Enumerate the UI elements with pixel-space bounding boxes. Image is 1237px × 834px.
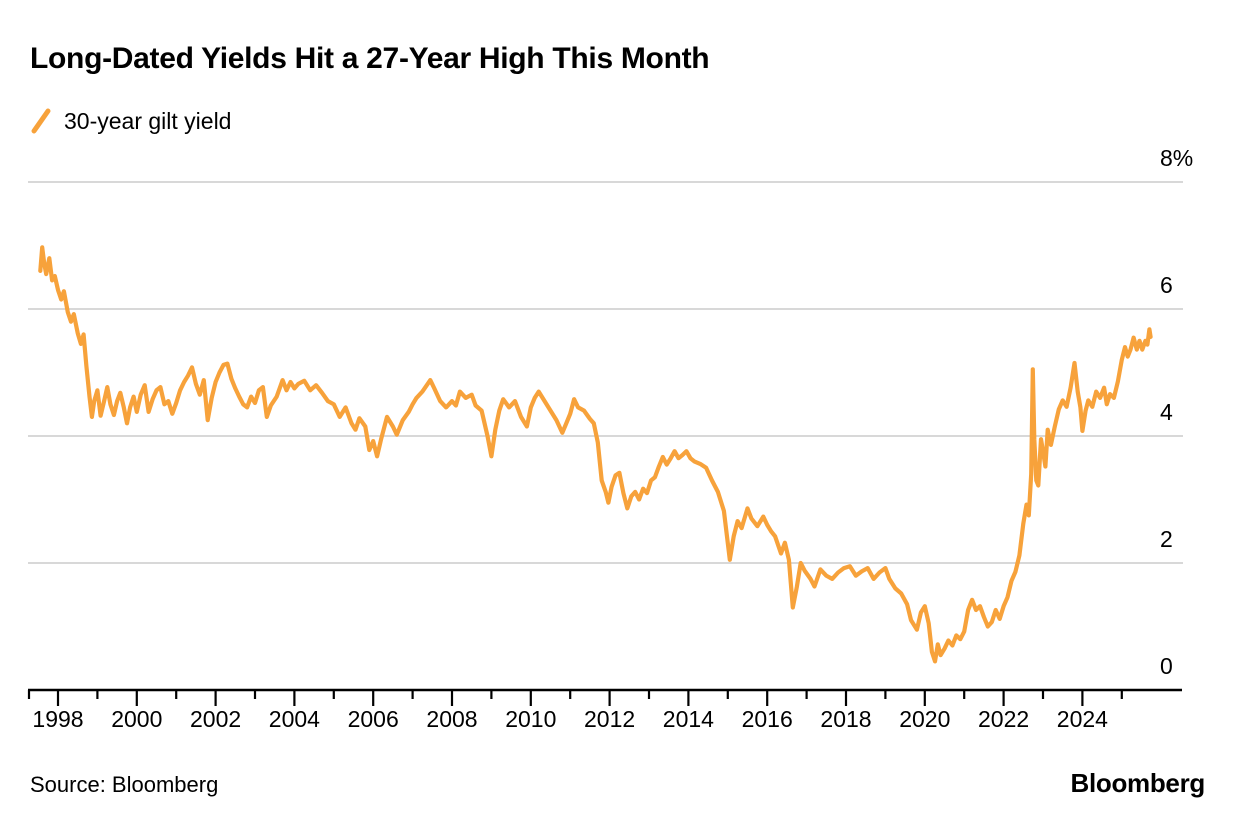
- y-axis-label: 2: [1160, 526, 1173, 552]
- y-axis-label: 4: [1160, 399, 1173, 425]
- chart-title: Long-Dated Yields Hit a 27-Year High Thi…: [30, 42, 710, 75]
- legend: 30-year gilt yield: [30, 106, 231, 136]
- x-axis-label: 2002: [190, 706, 242, 732]
- x-axis-label: 2018: [820, 706, 872, 732]
- y-axis-label: 8%: [1160, 145, 1194, 171]
- orange-slash-icon: [31, 108, 51, 134]
- x-axis-label: 2004: [268, 706, 320, 732]
- x-axis-label: 2022: [978, 706, 1030, 732]
- x-axis-label: 2008: [426, 706, 478, 732]
- x-axis-label: 1998: [32, 706, 84, 732]
- x-axis-label: 2024: [1056, 706, 1108, 732]
- x-axis-label: 2012: [584, 706, 636, 732]
- source-note: Source: Bloomberg: [30, 772, 219, 797]
- x-axis-label: 2006: [347, 706, 399, 732]
- x-axis-label: 2000: [111, 706, 163, 732]
- x-axis-label: 2014: [662, 706, 714, 732]
- x-axis-label: 2016: [741, 706, 793, 732]
- yield-line-series: [38, 245, 1153, 664]
- x-axis-label: 2020: [899, 706, 951, 732]
- legend-label: 30-year gilt yield: [64, 107, 232, 134]
- x-axis-label: 2010: [505, 706, 557, 732]
- y-axis-label: 0: [1160, 653, 1173, 679]
- bloomberg-logo: Bloomberg: [1070, 768, 1205, 798]
- y-axis-label: 6: [1160, 272, 1173, 298]
